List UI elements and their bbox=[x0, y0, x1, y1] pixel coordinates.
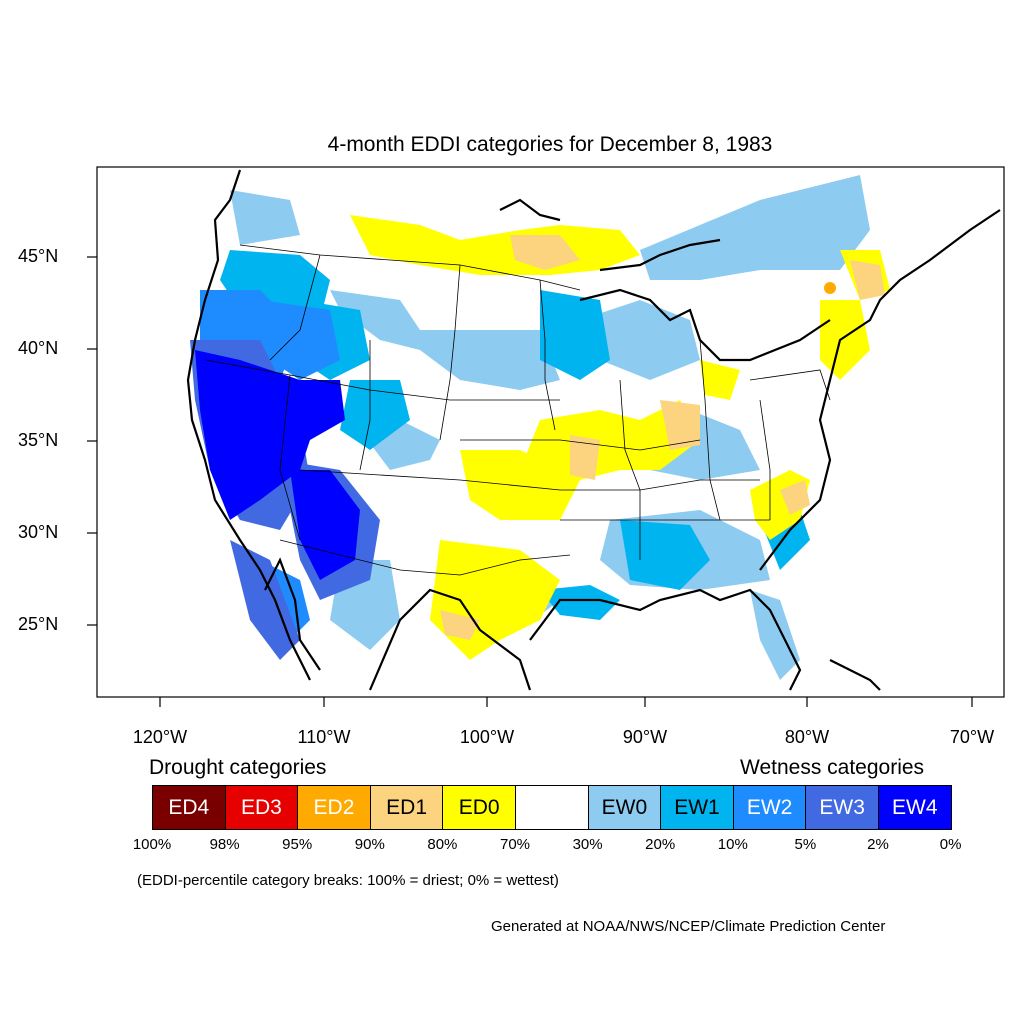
legend-break-label: 100% bbox=[132, 836, 172, 853]
legend-break-label: 80% bbox=[427, 836, 458, 853]
lon-label-110: 110°W bbox=[297, 727, 351, 747]
credit-line: Generated at NOAA/NWS/NCEP/Climate Predi… bbox=[491, 918, 886, 935]
legend-box-ew4: EW4 bbox=[878, 785, 952, 830]
legend-break-label: 70% bbox=[499, 836, 531, 853]
legend-break-label: 5% bbox=[794, 836, 817, 853]
lon-label-120: 120°W bbox=[132, 727, 188, 747]
legend-break-label: 10% bbox=[717, 836, 748, 853]
lat-label-45: 45°N bbox=[18, 246, 59, 266]
lon-label-70: 70°W bbox=[949, 727, 995, 747]
ew4-areas bbox=[195, 350, 360, 580]
lat-label-40: 40°N bbox=[18, 338, 59, 358]
lat-label-35: 35°N bbox=[18, 430, 59, 450]
lon-label-90: 90°W bbox=[622, 727, 668, 747]
legend-box-ew1: EW1 bbox=[660, 785, 734, 830]
drought-heading: Drought categories bbox=[149, 756, 327, 779]
lat-label-25: 25°N bbox=[18, 614, 59, 634]
ed2-areas bbox=[824, 282, 836, 294]
category-shading bbox=[190, 175, 890, 680]
category-note: (EDDI-percentile category breaks: 100% =… bbox=[137, 872, 559, 889]
legend-box-ew2: EW2 bbox=[732, 785, 807, 830]
legend-break-label: 98% bbox=[209, 836, 240, 853]
state-borders bbox=[204, 244, 831, 576]
lon-label-80: 80°W bbox=[784, 727, 830, 747]
axis-ticks bbox=[87, 256, 973, 707]
lon-label-100: 100°W bbox=[459, 727, 515, 747]
legend-box-ed0: ED0 bbox=[442, 785, 516, 830]
legend-box-ed4: ED4 bbox=[152, 785, 226, 830]
legend-box-normal bbox=[515, 785, 589, 830]
legend-box-ed1: ED1 bbox=[369, 785, 444, 830]
ed1-areas bbox=[440, 235, 885, 640]
legend-break-label: 0% bbox=[939, 836, 962, 853]
legend-box-ed2: ED2 bbox=[297, 785, 371, 830]
wetness-heading: Wetness categories bbox=[740, 756, 925, 779]
legend-break-label: 95% bbox=[282, 836, 313, 853]
legend-box-ew0: EW0 bbox=[587, 785, 662, 830]
legend-break-label: 20% bbox=[645, 836, 676, 853]
map-title: 4-month EDDI categories for December 8, … bbox=[327, 133, 773, 156]
legend-box-ed3: ED3 bbox=[224, 785, 299, 830]
legend-box-ew3: EW3 bbox=[805, 785, 879, 830]
legend-break-label: 2% bbox=[867, 836, 889, 853]
legend-break-label: 90% bbox=[354, 836, 385, 853]
lat-label-30: 30°N bbox=[18, 522, 59, 542]
legend-break-label: 30% bbox=[572, 836, 603, 853]
coastlines bbox=[186, 169, 1001, 691]
